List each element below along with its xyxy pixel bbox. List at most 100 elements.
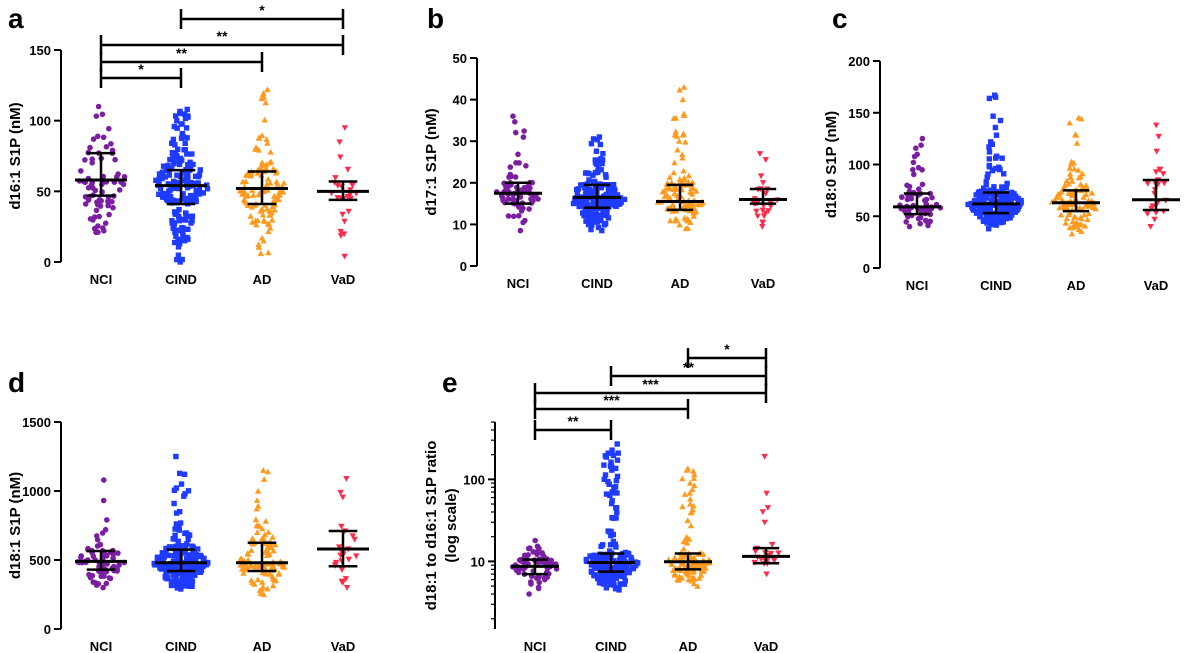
data-point-c-cind (993, 155, 999, 161)
data-point-d-cind (163, 568, 169, 575)
data-point-a-cind (162, 174, 168, 180)
data-point-b-cind (593, 148, 600, 154)
data-point-d-cind (178, 481, 185, 487)
data-point-c-nci (919, 135, 926, 142)
data-point-a-nci (115, 171, 121, 177)
data-point-e-cind (611, 484, 617, 491)
data-point-b-nci (512, 119, 518, 125)
data-point-a-nci (90, 217, 96, 223)
y-tick-label-d: 1000 (22, 484, 51, 499)
data-point-e-ad (682, 569, 690, 575)
data-point-b-nci (528, 196, 534, 202)
data-point-b-cind (591, 178, 598, 185)
data-point-a-cind (181, 178, 188, 184)
data-point-e-cind (620, 564, 627, 570)
data-point-c-cind (986, 95, 993, 102)
data-point-c-ad (1068, 230, 1076, 237)
data-point-d-cind (164, 576, 170, 582)
data-point-a-nci (87, 144, 93, 151)
data-point-a-nci (103, 144, 110, 150)
data-point-d-cind (183, 530, 189, 536)
data-point-b-cind (600, 212, 606, 218)
significance-label-a: ** (217, 28, 228, 44)
data-point-a-cind (156, 171, 163, 177)
data-point-a-ad (240, 196, 248, 203)
data-point-b-cind (587, 206, 593, 212)
data-point-d-cind (170, 536, 176, 542)
data-point-b-ad (664, 184, 671, 191)
data-point-c-vad (1144, 180, 1151, 187)
data-point-a-nci (99, 111, 106, 118)
data-point-d-ad (275, 570, 283, 576)
data-point-e-ad (671, 554, 678, 561)
data-point-e-cind (614, 457, 621, 463)
y-tick-label-a: 0 (44, 255, 51, 270)
data-point-c-cind (998, 191, 1004, 197)
data-point-a-cind (182, 111, 188, 117)
data-point-a-ad (266, 221, 273, 228)
data-point-d-cind (176, 523, 182, 529)
data-point-b-vad (759, 180, 767, 186)
y-axis-label-c: d18:0 S1P (nM) (823, 111, 840, 218)
data-point-e-cind (626, 566, 633, 573)
data-point-e-cind (583, 558, 590, 564)
data-point-e-cind (594, 565, 601, 572)
data-point-a-cind (169, 165, 175, 171)
data-point-b-vad (762, 157, 769, 163)
data-point-e-ad (694, 582, 701, 589)
data-point-a-cind (172, 185, 179, 191)
data-point-c-nci (903, 219, 909, 225)
x-tick-label-c: AD (1067, 278, 1086, 293)
data-point-d-ad (269, 534, 276, 540)
data-point-d-cind (181, 471, 188, 477)
data-point-c-ad (1056, 191, 1063, 197)
data-point-d-ad (259, 525, 266, 532)
data-point-e-vad (759, 509, 766, 515)
data-point-d-vad (339, 494, 347, 501)
data-point-d-nci (103, 552, 110, 559)
data-point-b-ad (671, 131, 679, 138)
data-point-a-nci (95, 229, 101, 235)
data-point-b-cind (613, 203, 619, 209)
data-point-a-vad (336, 139, 343, 146)
data-point-a-cind (185, 236, 191, 242)
data-point-e-nci (526, 591, 532, 597)
data-point-e-cind (612, 586, 619, 592)
data-point-a-ad (267, 148, 274, 155)
data-point-c-vad (1147, 224, 1154, 230)
x-tick-label-e: AD (679, 639, 698, 653)
data-point-e-cind (610, 531, 616, 538)
data-point-b-cind (583, 186, 589, 193)
data-point-e-cind (609, 498, 615, 504)
data-point-a-nci (89, 156, 95, 162)
data-point-b-vad (759, 219, 766, 226)
data-point-e-cind (605, 478, 611, 485)
data-point-d-ad (268, 565, 276, 571)
data-point-b-ad (687, 189, 694, 195)
data-point-b-cind (574, 190, 581, 197)
data-point-a-ad (255, 146, 262, 153)
data-point-a-vad (344, 166, 352, 173)
data-point-a-cind (188, 192, 194, 199)
data-point-a-cind (172, 239, 178, 246)
data-point-b-cind (574, 186, 580, 193)
data-point-a-ad (247, 172, 254, 179)
data-point-a-cind (180, 191, 186, 197)
data-point-a-ad (258, 132, 266, 138)
data-point-b-cind (603, 208, 610, 214)
data-point-a-cind (185, 175, 191, 181)
y-axis-label-a: d16:1 S1P (nM) (7, 102, 24, 209)
data-point-d-cind (166, 544, 173, 550)
data-point-b-ad (680, 112, 688, 118)
data-point-c-cind (1007, 215, 1013, 221)
data-point-a-cind (176, 206, 182, 213)
data-point-d-ad (264, 468, 271, 475)
data-point-c-cind (984, 220, 990, 226)
data-point-b-nci (520, 134, 527, 140)
data-point-e-ad (687, 509, 695, 516)
data-point-c-cind (984, 174, 990, 180)
data-point-d-cind (177, 470, 183, 477)
data-point-c-ad (1065, 211, 1072, 218)
data-point-a-cind (160, 190, 166, 197)
data-point-a-cind (172, 142, 178, 148)
